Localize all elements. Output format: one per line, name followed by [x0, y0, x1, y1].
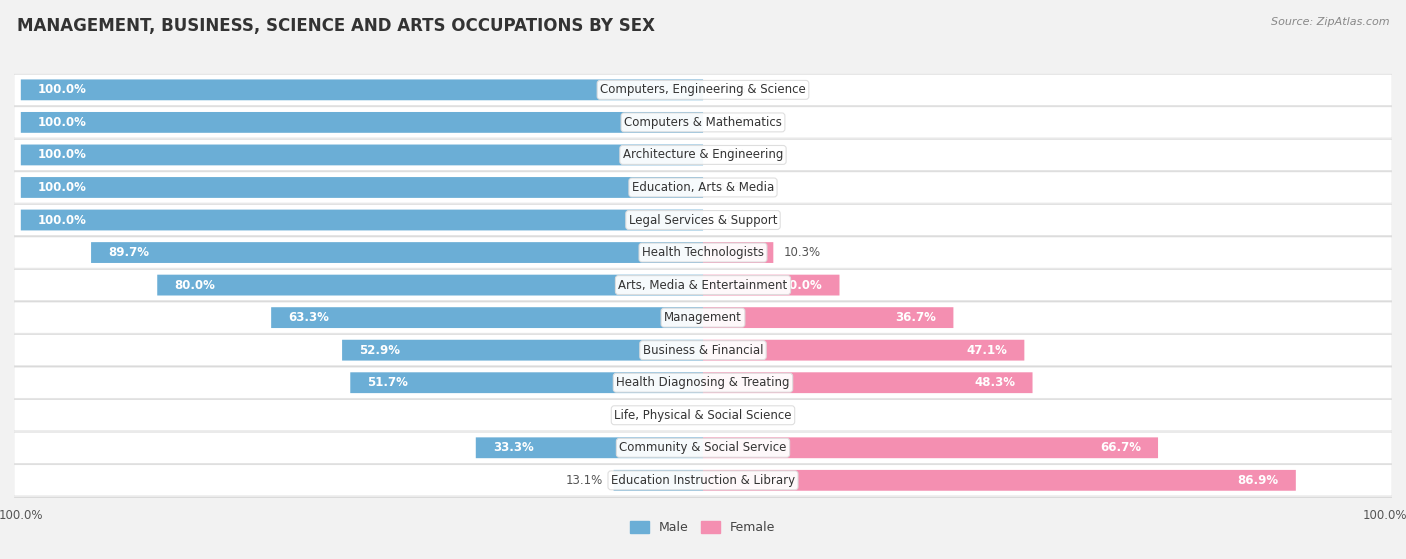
Text: 100.0%: 100.0% [38, 181, 87, 194]
Text: Community & Social Service: Community & Social Service [619, 441, 787, 454]
FancyBboxPatch shape [14, 302, 1392, 333]
Text: Health Diagnosing & Treating: Health Diagnosing & Treating [616, 376, 790, 389]
FancyBboxPatch shape [703, 307, 953, 328]
FancyBboxPatch shape [21, 79, 703, 100]
Text: Management: Management [664, 311, 742, 324]
FancyBboxPatch shape [703, 372, 1032, 393]
FancyBboxPatch shape [475, 437, 703, 458]
Text: Education, Arts & Media: Education, Arts & Media [631, 181, 775, 194]
Text: 89.7%: 89.7% [108, 246, 149, 259]
FancyBboxPatch shape [703, 274, 839, 296]
Text: 36.7%: 36.7% [896, 311, 936, 324]
Text: 63.3%: 63.3% [288, 311, 329, 324]
FancyBboxPatch shape [14, 107, 1392, 138]
Text: 0.0%: 0.0% [717, 409, 747, 421]
Text: Computers, Engineering & Science: Computers, Engineering & Science [600, 83, 806, 96]
FancyBboxPatch shape [703, 242, 773, 263]
FancyBboxPatch shape [21, 145, 703, 165]
FancyBboxPatch shape [21, 210, 703, 230]
FancyBboxPatch shape [14, 269, 1392, 301]
Text: Business & Financial: Business & Financial [643, 344, 763, 357]
Text: 100.0%: 100.0% [38, 116, 87, 129]
Text: Health Technologists: Health Technologists [643, 246, 763, 259]
Text: 13.1%: 13.1% [567, 474, 603, 487]
FancyBboxPatch shape [14, 139, 1392, 170]
FancyBboxPatch shape [14, 334, 1392, 366]
FancyBboxPatch shape [14, 205, 1392, 236]
FancyBboxPatch shape [91, 242, 703, 263]
Text: 100.0%: 100.0% [38, 149, 87, 162]
Text: 20.0%: 20.0% [782, 278, 823, 292]
Text: 86.9%: 86.9% [1237, 474, 1278, 487]
FancyBboxPatch shape [21, 112, 703, 133]
Text: 51.7%: 51.7% [367, 376, 408, 389]
FancyBboxPatch shape [14, 432, 1392, 463]
Text: 66.7%: 66.7% [1099, 441, 1140, 454]
FancyBboxPatch shape [271, 307, 703, 328]
FancyBboxPatch shape [157, 274, 703, 296]
FancyBboxPatch shape [14, 172, 1392, 203]
Text: 52.9%: 52.9% [359, 344, 401, 357]
FancyBboxPatch shape [350, 372, 703, 393]
Text: 100.0%: 100.0% [38, 214, 87, 226]
Text: 33.3%: 33.3% [494, 441, 534, 454]
Text: 80.0%: 80.0% [174, 278, 215, 292]
FancyBboxPatch shape [14, 74, 1392, 106]
Text: 47.1%: 47.1% [966, 344, 1007, 357]
FancyBboxPatch shape [21, 177, 703, 198]
Text: Computers & Mathematics: Computers & Mathematics [624, 116, 782, 129]
Text: 0.0%: 0.0% [717, 116, 747, 129]
Text: Architecture & Engineering: Architecture & Engineering [623, 149, 783, 162]
Text: MANAGEMENT, BUSINESS, SCIENCE AND ARTS OCCUPATIONS BY SEX: MANAGEMENT, BUSINESS, SCIENCE AND ARTS O… [17, 17, 655, 35]
FancyBboxPatch shape [14, 237, 1392, 268]
FancyBboxPatch shape [703, 340, 1025, 361]
Text: 10.3%: 10.3% [783, 246, 821, 259]
FancyBboxPatch shape [14, 400, 1392, 431]
Text: 0.0%: 0.0% [717, 149, 747, 162]
FancyBboxPatch shape [703, 437, 1159, 458]
Text: 48.3%: 48.3% [974, 376, 1015, 389]
FancyBboxPatch shape [703, 470, 1296, 491]
Text: 100.0%: 100.0% [38, 83, 87, 96]
Text: Education Instruction & Library: Education Instruction & Library [612, 474, 794, 487]
Legend: Male, Female: Male, Female [624, 515, 782, 541]
Text: 0.0%: 0.0% [717, 214, 747, 226]
Text: Legal Services & Support: Legal Services & Support [628, 214, 778, 226]
Text: Arts, Media & Entertainment: Arts, Media & Entertainment [619, 278, 787, 292]
FancyBboxPatch shape [14, 465, 1392, 496]
Text: Source: ZipAtlas.com: Source: ZipAtlas.com [1271, 17, 1389, 27]
Text: 0.0%: 0.0% [659, 409, 689, 421]
FancyBboxPatch shape [14, 367, 1392, 399]
FancyBboxPatch shape [342, 340, 703, 361]
Text: 0.0%: 0.0% [717, 181, 747, 194]
Text: Life, Physical & Social Science: Life, Physical & Social Science [614, 409, 792, 421]
FancyBboxPatch shape [613, 470, 703, 491]
Text: 0.0%: 0.0% [717, 83, 747, 96]
